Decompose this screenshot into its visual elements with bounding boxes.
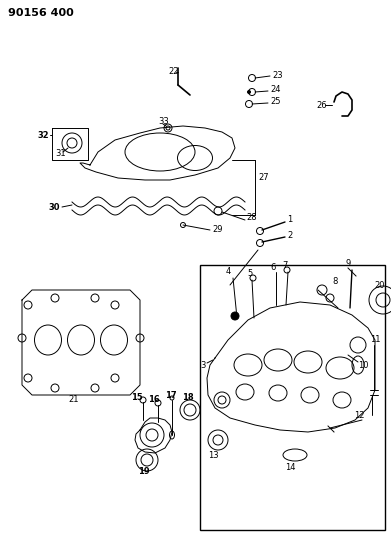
Circle shape [248,91,251,93]
Text: 20: 20 [374,280,384,289]
Text: 5: 5 [247,270,252,279]
Text: 30: 30 [48,203,59,212]
Text: 18: 18 [182,392,194,401]
Text: 3: 3 [200,360,205,369]
Text: 22: 22 [168,68,179,77]
Text: 8: 8 [332,278,337,287]
Text: 12: 12 [354,410,364,419]
Text: 27: 27 [258,174,269,182]
Text: 24: 24 [270,85,280,94]
Text: 21: 21 [68,395,79,405]
Text: 25: 25 [270,98,280,107]
Text: 16: 16 [148,395,160,405]
Text: 23: 23 [272,70,283,79]
Text: 11: 11 [370,335,380,344]
Text: 13: 13 [208,450,219,459]
Text: 1: 1 [287,215,292,224]
Text: 6: 6 [270,263,275,272]
Text: 7: 7 [282,261,287,270]
Text: 4: 4 [226,268,231,277]
Text: 33: 33 [158,117,169,125]
Text: 17: 17 [165,391,177,400]
Text: 19: 19 [138,467,150,477]
Text: 14: 14 [285,463,296,472]
Bar [200,265,385,530]
Text: 31: 31 [55,149,66,157]
Circle shape [231,312,239,320]
Text: 29: 29 [212,225,222,235]
Text: 9: 9 [346,260,351,269]
Text: 28: 28 [246,214,256,222]
Text: 26: 26 [316,101,326,109]
Text: 2: 2 [287,230,292,239]
Text: 15: 15 [131,392,143,401]
Text: 10: 10 [358,360,368,369]
Text: 90156 400: 90156 400 [8,8,74,18]
Text: 32: 32 [37,131,48,140]
